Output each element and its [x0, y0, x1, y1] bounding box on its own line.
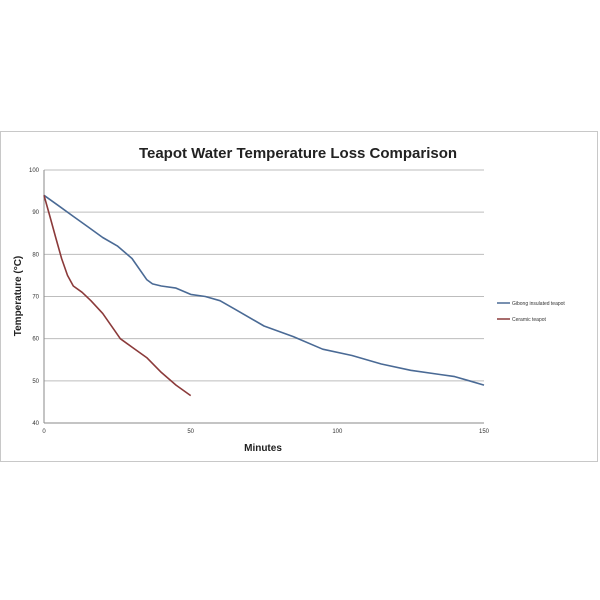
- chart-frame: [0, 131, 598, 462]
- x-tick-label: 50: [187, 429, 194, 435]
- legend-label: Gibong insulated teapot: [512, 301, 565, 307]
- y-tick-label: 60: [32, 337, 39, 343]
- series-line-1: [43, 194, 485, 386]
- series-line-2: [43, 195, 192, 397]
- y-tick-label: 40: [32, 421, 39, 427]
- y-tick-label: 100: [29, 168, 40, 174]
- y-tick-label: 70: [32, 295, 39, 301]
- x-tick-label: 0: [42, 429, 46, 435]
- chart-title: Teapot Water Temperature Loss Comparison: [139, 145, 457, 162]
- x-tick-label: 100: [332, 429, 343, 435]
- y-tick-label: 80: [32, 252, 39, 258]
- x-tick-label: 150: [479, 429, 490, 435]
- legend-label: Ceramic teapot: [512, 317, 547, 323]
- y-tick-label: 90: [32, 210, 39, 216]
- y-tick-label: 50: [32, 379, 39, 385]
- x-axis-title: Minutes: [244, 443, 282, 454]
- y-axis-title: Temperature (°C): [13, 256, 24, 337]
